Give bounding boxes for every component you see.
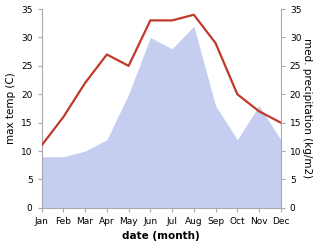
- Y-axis label: max temp (C): max temp (C): [5, 73, 16, 144]
- X-axis label: date (month): date (month): [122, 231, 200, 242]
- Y-axis label: med. precipitation (kg/m2): med. precipitation (kg/m2): [302, 38, 313, 179]
